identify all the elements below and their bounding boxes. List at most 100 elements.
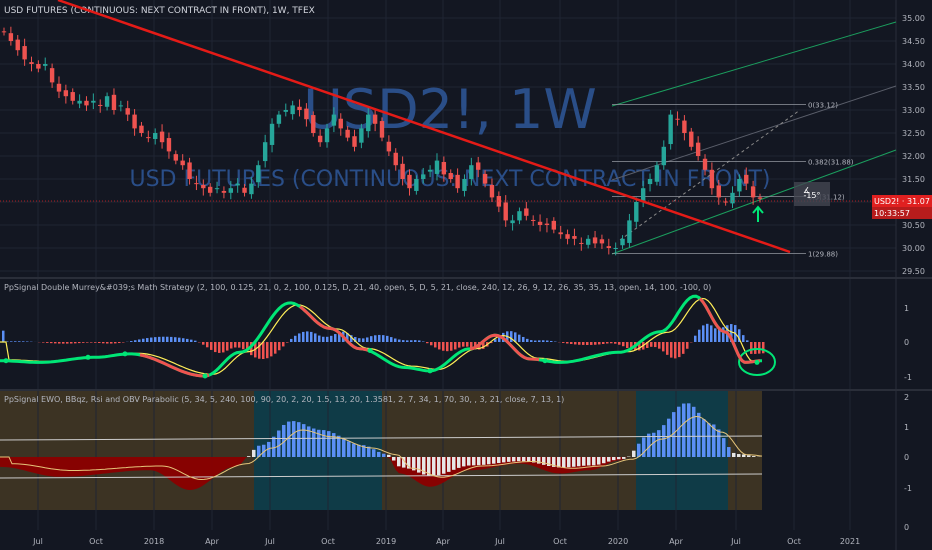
- pane2-hist-bar: [510, 331, 513, 342]
- pane3-axis-label: 0: [904, 453, 909, 462]
- pane2-hist-bar: [534, 340, 537, 342]
- time-axis-tick-label: Jul: [494, 537, 505, 546]
- pane3-hist-bar: [537, 457, 541, 464]
- pane3-hist-bar: [697, 412, 701, 457]
- pane2-hist-bar: [410, 340, 413, 342]
- watermark-symbol: USD2!, 1W: [303, 78, 596, 141]
- pane3-hist-bar: [447, 457, 451, 472]
- candle-body: [194, 183, 199, 185]
- pane2-hist-bar: [174, 337, 177, 342]
- pane2-hist-bar: [70, 342, 73, 344]
- candle-body: [207, 186, 213, 193]
- pane3-hist-bar: [252, 449, 256, 457]
- pane2-hist-bar: [526, 338, 529, 342]
- price-axis-tick-label: 30.50: [902, 221, 925, 230]
- pane3-hist-bar: [467, 457, 471, 466]
- pane3-hist-bar: [442, 457, 446, 474]
- candle-body: [531, 219, 536, 221]
- pane3-hist-bar: [397, 457, 401, 467]
- candle-body: [682, 120, 687, 133]
- pane3-hist-bar: [652, 432, 656, 457]
- up-arrow-icon: [752, 205, 764, 222]
- pane2-hist-bar: [258, 342, 261, 359]
- pane2-hist-bar: [134, 340, 137, 342]
- pane3-hist-bar: [672, 412, 676, 457]
- pane2-hist-bar: [278, 342, 281, 351]
- price-axis-tick-label: 29.50: [902, 267, 925, 276]
- pane2-hist-bar: [102, 342, 105, 344]
- pane2-histogram: [2, 323, 765, 360]
- candle-body: [125, 108, 130, 115]
- pane2-signal-down-segment: [299, 305, 370, 353]
- candle-body: [235, 183, 240, 186]
- price-axis-tick-label: 30.00: [902, 244, 925, 253]
- pane3-hist-bar: [367, 446, 371, 457]
- angle-tool-box[interactable]: [794, 182, 830, 206]
- price-axis-tick-label: 32.50: [902, 129, 925, 138]
- candle-body: [737, 179, 742, 192]
- candle-body: [640, 188, 646, 201]
- pane3-hist-bar: [577, 457, 581, 467]
- candle-body: [91, 100, 96, 103]
- time-axis-tick-label: Jul: [264, 537, 275, 546]
- candle-body: [723, 201, 728, 203]
- red-trend-line[interactable]: [57, 0, 791, 254]
- candle-body: [379, 121, 385, 138]
- candle-body: [201, 184, 206, 189]
- pane2-hist-bar: [402, 340, 405, 342]
- pane2-hist-bar: [282, 342, 285, 347]
- time-axis-tick-label: Jul: [32, 537, 43, 546]
- candle-body: [489, 184, 495, 198]
- pane2-hist-bar: [78, 342, 81, 344]
- pane2-hist-bar: [394, 338, 397, 342]
- time-axis[interactable]: Jul Oct 2018 Apr Jul Oct 2019 Apr Jul Oct 2020 Apr J…: [32, 537, 860, 546]
- pane3-hist-bar: [392, 457, 396, 461]
- pane2-hist-bar: [610, 342, 613, 344]
- candle-body: [1, 31, 7, 33]
- candle-body: [434, 160, 440, 174]
- candlestick-series: [1, 26, 763, 256]
- pane3-hist-bar: [602, 457, 606, 464]
- pane2-hist-bar: [98, 342, 101, 343]
- candle-body: [118, 105, 124, 107]
- pane2-hist-bar: [374, 335, 377, 342]
- pane2-hist-bar: [414, 340, 417, 342]
- pane2-hist-bar: [54, 342, 57, 344]
- pane3-hist-bar: [532, 457, 536, 463]
- pane2-hist-bar: [118, 342, 121, 344]
- pane2-hist-bar: [742, 335, 745, 342]
- pane3-hist-bar: [617, 457, 621, 460]
- candle-body: [730, 192, 735, 204]
- pane2-hist-bar: [606, 342, 609, 344]
- pane2-hist-bar: [658, 342, 661, 349]
- pane3-hist-bar: [692, 406, 696, 457]
- candle-body: [400, 163, 405, 179]
- pane3-hist-bar: [342, 438, 346, 457]
- candle-body: [599, 239, 605, 244]
- pane3-hist-bar: [582, 457, 586, 466]
- pane2-hist-bar: [270, 342, 273, 357]
- pane2-hist-bar: [474, 342, 477, 349]
- parallel-channel[interactable]: [611, 21, 897, 255]
- candle-body: [716, 185, 721, 198]
- pane2-hist-bar: [250, 342, 253, 356]
- pane2-hist-bar: [318, 335, 321, 342]
- pane3-hist-bar: [307, 426, 311, 457]
- pane2-hist-bar: [234, 342, 237, 348]
- pane2-hist-bar: [194, 340, 197, 342]
- candle-body: [146, 137, 151, 139]
- time-axis-tick-label: Oct: [321, 537, 335, 546]
- pane2-hist-bar: [662, 342, 665, 352]
- pane2-hist-bar: [442, 342, 445, 351]
- pane2-hist-bar: [206, 342, 209, 348]
- pane2-hist-bar: [186, 338, 189, 342]
- pane3-hist-bar: [332, 433, 336, 457]
- pane2-hist-bar: [490, 342, 493, 344]
- pane3-hist-bar: [687, 403, 691, 457]
- pane3-hist-bar: [667, 418, 671, 457]
- candle-body: [311, 115, 316, 133]
- time-axis-tick-label: 2019: [376, 537, 396, 546]
- pane2-hist-bar: [146, 338, 149, 342]
- pane2-hist-bar: [750, 342, 753, 354]
